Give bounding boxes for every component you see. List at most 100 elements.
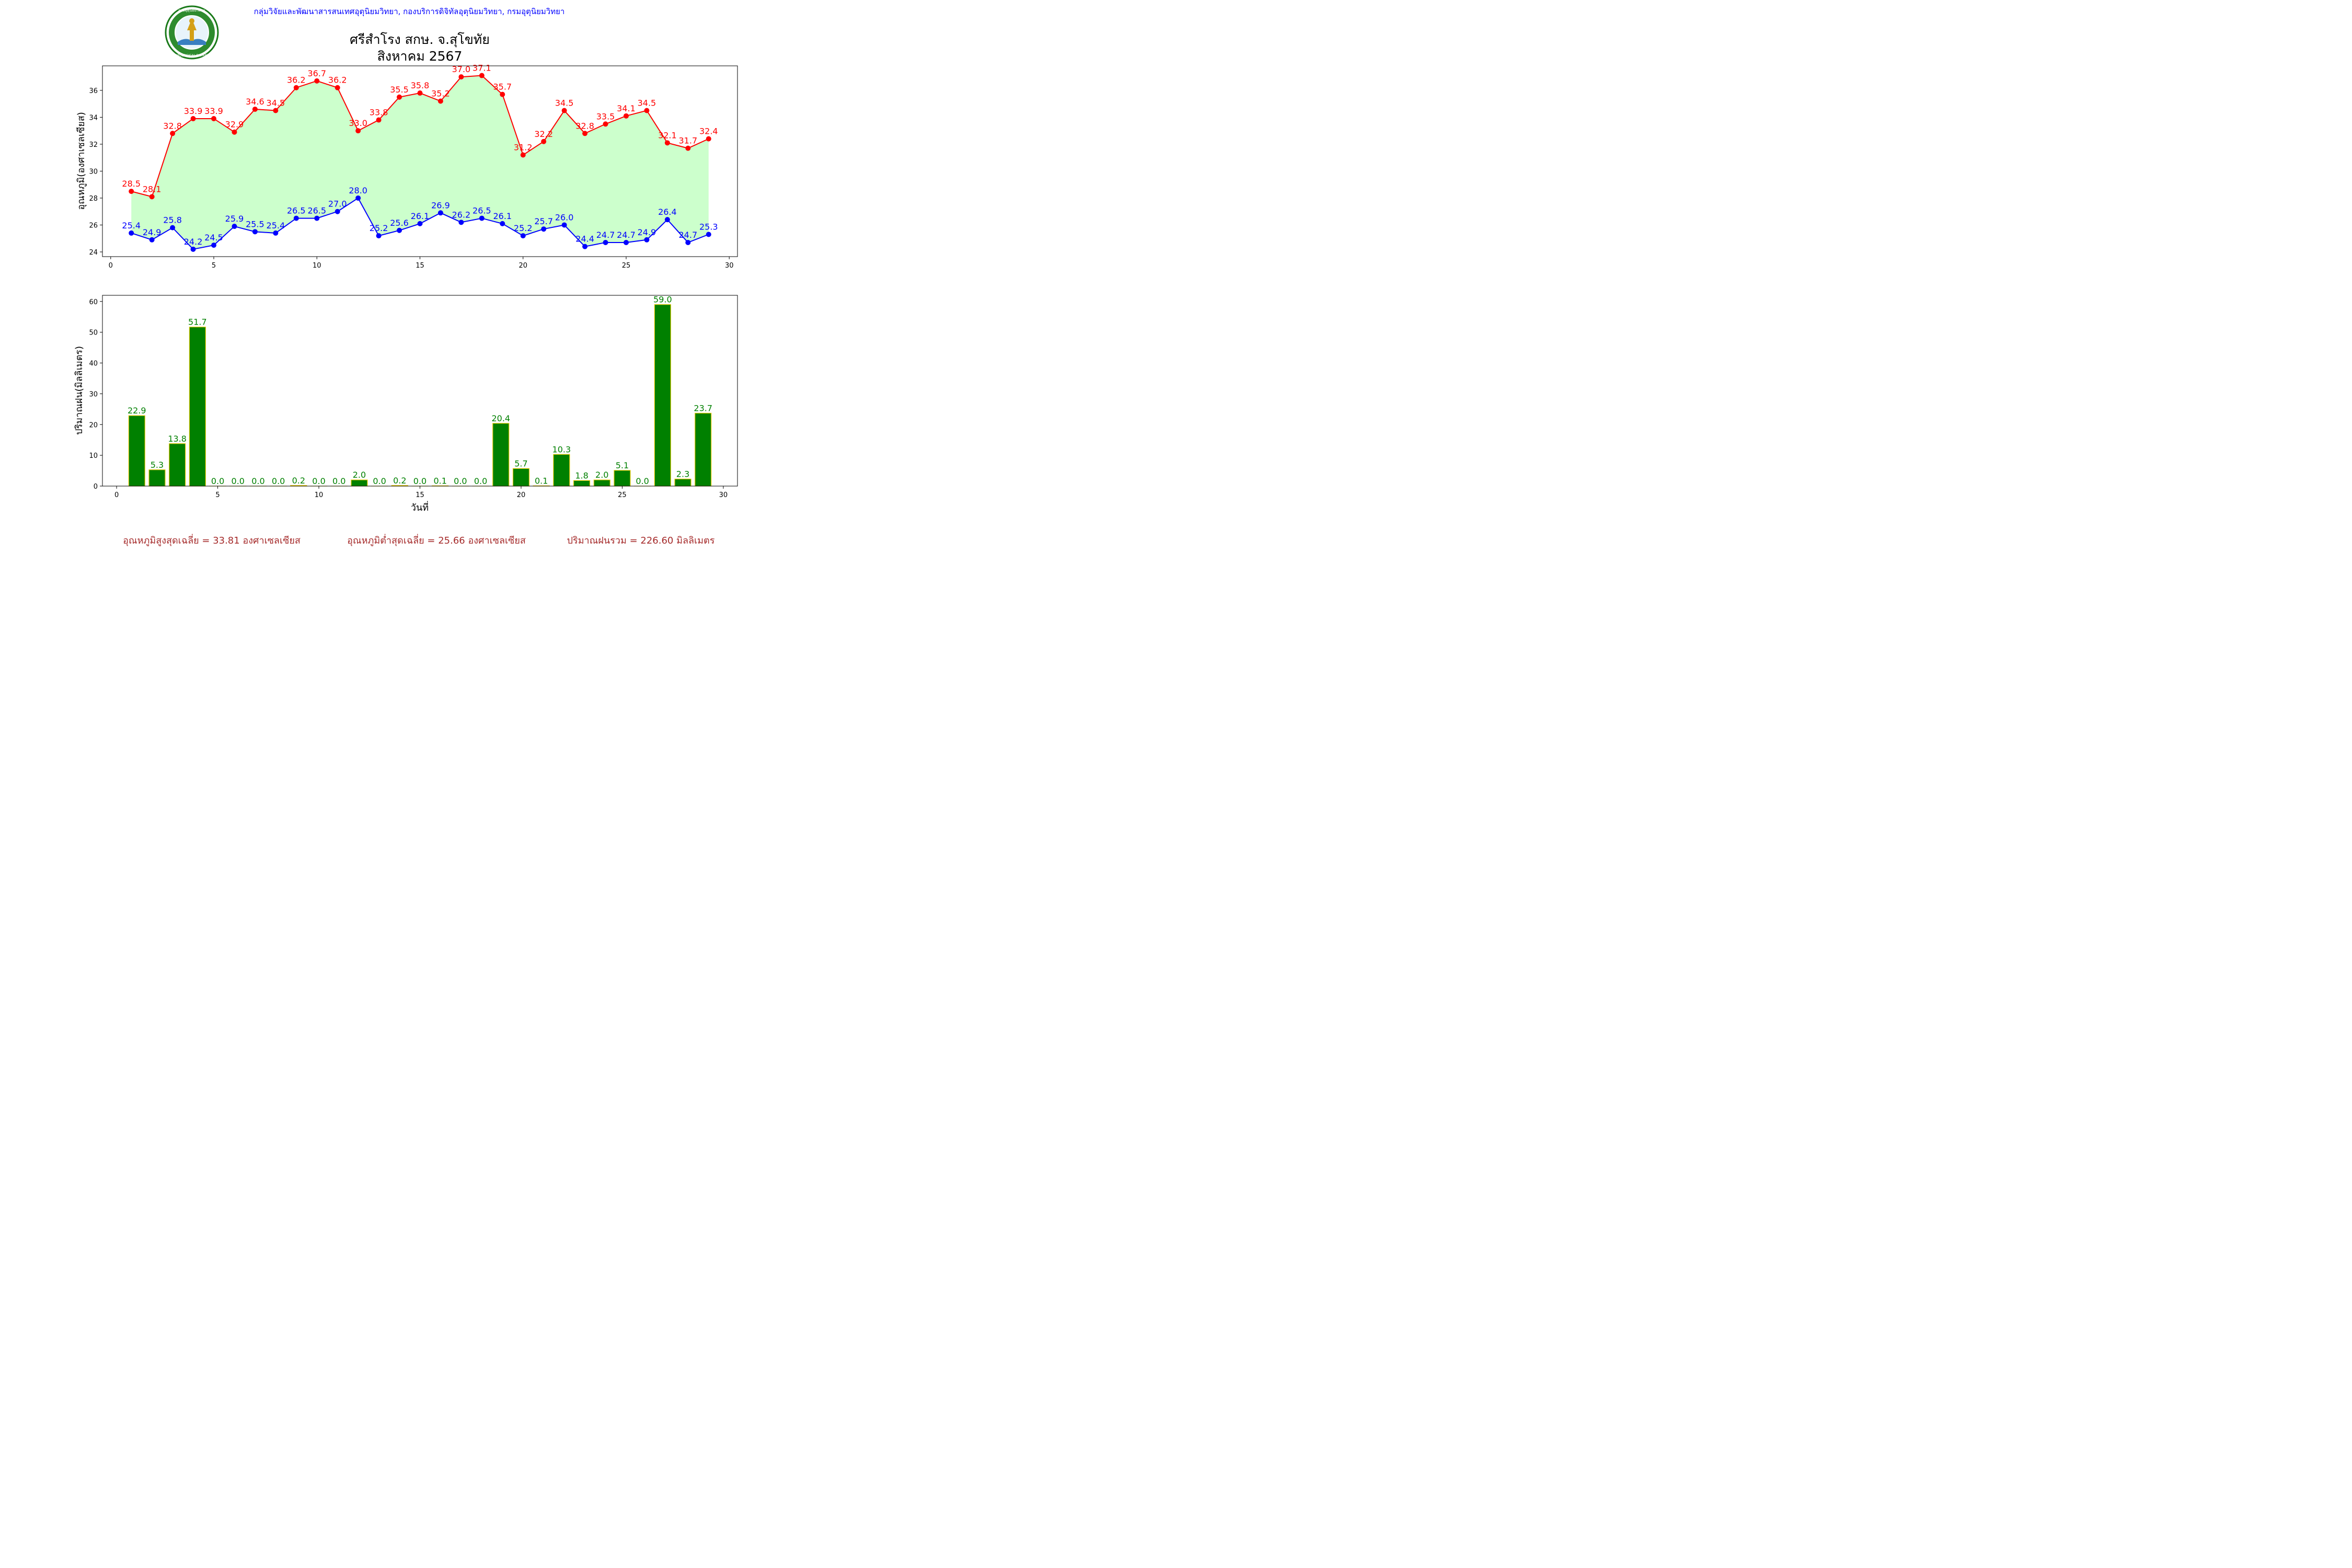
rainfall-bar (169, 443, 186, 487)
max-temperature-point (644, 108, 650, 113)
max-temperature-data-label: 34.5 (638, 98, 656, 108)
min-temperature-data-label: 26.5 (287, 206, 306, 216)
rainfall-chart: 22.9 5.3 13.8 51.7 0.0 0.0 0.0 0.0 0.2 0.0 0.0 2.0 0… (74, 295, 738, 513)
max-temperature-data-label: 28.1 (143, 184, 162, 194)
rainfall-data-label: 59.0 (653, 295, 672, 305)
max-temperature-data-label: 33.9 (184, 106, 203, 116)
max-temperature-data-label: 37.1 (472, 63, 491, 73)
rainfall-bar (351, 479, 368, 487)
rainfall-bar (654, 304, 671, 487)
max-temperature-point (273, 108, 279, 113)
max-temperature-data-label: 36.2 (328, 75, 347, 85)
temperature-y-tick-label: 36 (89, 87, 98, 95)
rainfall-x-tick-label: 30 (719, 491, 728, 499)
min-temperature-point (252, 229, 258, 235)
average-min-temperature: อุณหภูมิต่ำสุดเฉลี่ย = 25.66 องศาเซลเซีย… (347, 534, 526, 546)
max-temperature-point (664, 140, 670, 146)
min-temperature-point (458, 220, 464, 225)
max-temperature-data-label: 32.8 (575, 121, 594, 131)
rainfall-y-tick-label: 30 (89, 390, 98, 398)
max-temperature-point (293, 85, 299, 90)
temperature-x-tick-label: 15 (416, 262, 424, 270)
min-temperature-point (685, 239, 691, 245)
rainfall-x-axis-label: วันที่ (411, 501, 429, 513)
max-temperature-data-label: 32.8 (163, 121, 182, 131)
rainfall-data-label: 0.0 (373, 476, 386, 486)
temperature-x-tick-label: 0 (109, 262, 113, 270)
min-temperature-data-label: 25.6 (390, 218, 409, 228)
rainfall-data-label: 0.0 (413, 476, 426, 486)
rainfall-bar (614, 470, 631, 487)
logo-bottom-text: METEOROLOGICAL DEPARTMENT (166, 54, 217, 57)
rainfall-data-label: 0.2 (393, 476, 406, 486)
max-temperature-point (500, 91, 505, 97)
rainfall-data-label: 22.9 (128, 406, 146, 416)
temperature-x-tick-label: 10 (313, 262, 321, 270)
max-temperature-point (623, 113, 629, 119)
rainfall-data-label: 0.2 (292, 476, 305, 486)
min-temperature-data-label: 25.5 (246, 219, 264, 229)
max-temperature-point (706, 136, 711, 142)
min-temperature-point (623, 239, 629, 245)
chart-title-month: สิงหาคม 2567 (377, 49, 463, 64)
rainfall-data-label: 0.0 (232, 476, 245, 486)
rainfall-bar (492, 423, 510, 487)
max-temperature-data-label: 36.2 (287, 75, 306, 85)
max-temperature-point (417, 90, 423, 96)
temperature-x-tick-label: 30 (725, 262, 734, 270)
min-temperature-data-label: 24.9 (638, 227, 656, 237)
max-temperature-point (685, 145, 691, 151)
min-temperature-point (561, 222, 567, 228)
temperature-y-tick-label: 30 (89, 168, 98, 176)
rainfall-y-axis-label: ปริมาณฝน(มิลลิเมตร) (74, 346, 85, 435)
total-rainfall: ปริมาณฝนรวม = 226.60 มิลลิเมตร (567, 535, 715, 546)
temperature-x-tick-label: 20 (518, 262, 527, 270)
rainfall-data-label: 2.0 (595, 470, 608, 480)
max-temperature-point (561, 108, 567, 113)
min-temperature-data-label: 26.1 (493, 211, 512, 221)
rainfall-x-tick-label: 15 (416, 491, 424, 499)
min-temperature-data-label: 26.0 (555, 212, 574, 222)
max-temperature-point (479, 73, 485, 78)
max-temperature-point (149, 194, 155, 200)
max-temperature-data-label: 32.1 (658, 130, 677, 140)
rainfall-data-label: 13.8 (168, 434, 187, 444)
rainfall-bar (128, 415, 145, 487)
min-temperature-point (706, 232, 711, 237)
rainfall-data-label: 0.0 (332, 476, 345, 486)
rainfall-x-tick-label: 0 (114, 491, 119, 499)
max-temperature-point (520, 152, 526, 158)
rainfall-bar (553, 454, 570, 487)
min-temperature-point (397, 227, 402, 233)
min-temperature-point (479, 215, 485, 221)
temperature-y-tick-label: 28 (89, 195, 98, 203)
rainfall-data-label: 5.3 (151, 460, 164, 470)
min-temperature-data-label: 25.3 (699, 222, 718, 232)
min-temperature-data-label: 25.4 (122, 221, 141, 230)
rainfall-bar (148, 469, 166, 487)
rainfall-y-tick-label: 20 (89, 421, 98, 429)
max-temperature-data-label: 33.0 (349, 118, 367, 128)
rainfall-data-label: 5.7 (514, 458, 527, 468)
chart-title-station: ศรีสำโรง สกษ. จ.สุโขทัย (350, 32, 490, 48)
max-temperature-point (603, 121, 608, 127)
min-temperature-data-label: 26.9 (431, 200, 450, 210)
max-temperature-data-label: 34.5 (555, 98, 574, 108)
rainfall-bar (512, 468, 530, 487)
rainfall-data-label: 2.3 (676, 469, 689, 479)
rainfall-x-tick-label: 25 (618, 491, 627, 499)
temperature-x-tick-label: 25 (622, 262, 631, 270)
rainfall-bar (695, 412, 712, 487)
max-temperature-data-label: 33.5 (596, 111, 615, 121)
max-temperature-point (376, 117, 382, 123)
min-temperature-data-label: 24.7 (596, 230, 615, 240)
rainfall-x-tick-label: 10 (315, 491, 324, 499)
rainfall-data-label: 2.0 (353, 470, 366, 480)
max-temperature-data-label: 28.5 (122, 179, 141, 189)
max-temperature-point (190, 116, 196, 121)
min-temperature-data-label: 25.7 (534, 216, 553, 226)
temperature-y-tick-label: 34 (89, 114, 98, 122)
rainfall-data-label: 23.7 (694, 403, 712, 413)
temperature-x-tick-label: 5 (212, 262, 216, 270)
min-temperature-data-label: 27.0 (328, 199, 347, 209)
